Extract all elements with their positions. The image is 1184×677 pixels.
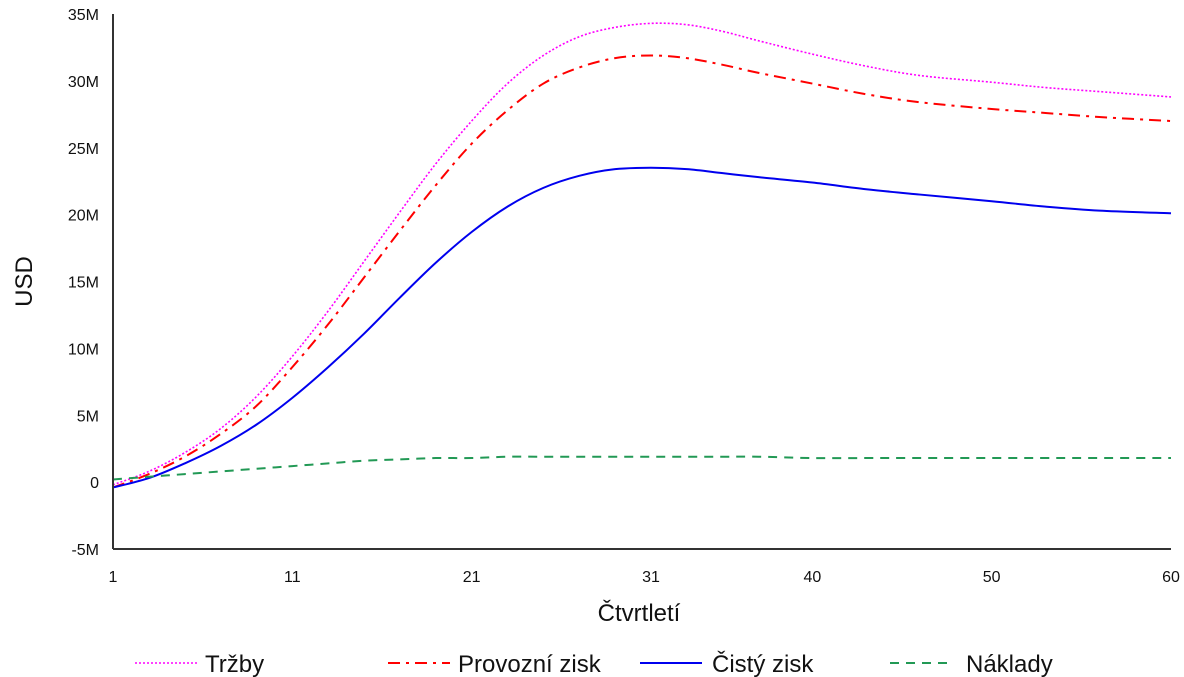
series-layer bbox=[112, 22, 1172, 489]
x-tick-label: 1 bbox=[109, 569, 118, 586]
y-tick-label: 25M bbox=[68, 141, 99, 158]
legend-item: Tržby bbox=[135, 651, 264, 677]
axes-layer bbox=[112, 14, 1171, 550]
legend-label: Čistý zisk bbox=[712, 650, 814, 677]
y-tick-label: 15M bbox=[68, 275, 99, 292]
x-axis-label: Čtvrtletí bbox=[598, 599, 681, 627]
series-line-4 bbox=[112, 455, 1171, 481]
x-tick-label: 21 bbox=[463, 569, 481, 586]
y-tick-label: 10M bbox=[68, 341, 99, 358]
x-tick-label: 11 bbox=[284, 569, 301, 586]
legend-label: Provozní zisk bbox=[458, 651, 602, 677]
y-tick-label: 0 bbox=[90, 475, 99, 492]
x-tick-label: 50 bbox=[983, 569, 1001, 586]
legend-item: Náklady bbox=[890, 651, 1053, 677]
series-line-3 bbox=[112, 166, 1172, 489]
y-tick-label: -5M bbox=[71, 542, 99, 559]
y-axis-label: USD bbox=[11, 256, 38, 307]
y-tick-label: 30M bbox=[68, 74, 99, 91]
y-tick-labels: 35M 30M 25M 20M 15M 10M 5M 0 -5M bbox=[68, 7, 99, 559]
x-tick-label: 31 bbox=[642, 569, 660, 586]
x-tick-label: 40 bbox=[803, 569, 821, 586]
legend: Tržby Provozní zisk Čistý zisk Náklady bbox=[135, 650, 1053, 677]
y-tick-label: 5M bbox=[77, 408, 99, 425]
series-line-1 bbox=[112, 22, 1172, 486]
series-line-2 bbox=[112, 54, 1172, 489]
y-tick-label: 20M bbox=[68, 208, 99, 225]
legend-item: Provozní zisk bbox=[388, 651, 602, 677]
legend-item: Čistý zisk bbox=[640, 650, 814, 677]
legend-label: Tržby bbox=[205, 651, 264, 677]
y-tick-label: 35M bbox=[68, 7, 99, 24]
legend-label: Náklady bbox=[966, 651, 1053, 677]
x-tick-label: 60 bbox=[1162, 569, 1180, 586]
x-tick-labels: 1 11 21 31 40 50 60 bbox=[109, 569, 1180, 586]
